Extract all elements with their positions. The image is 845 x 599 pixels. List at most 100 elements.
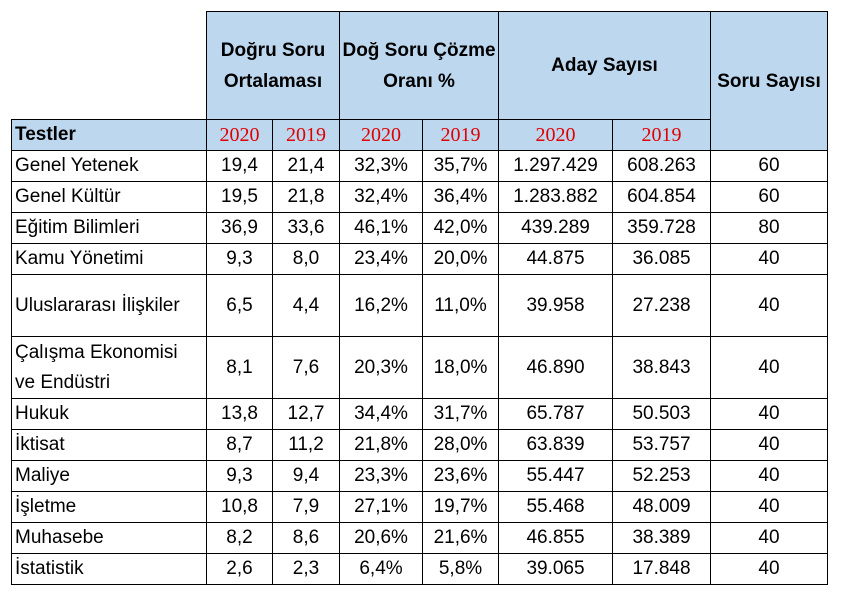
ortalama-2020-cell: 9,3 xyxy=(206,460,273,492)
oran-2019-cell: 21,6% xyxy=(422,522,499,554)
oran-2019-cell: 18,0% xyxy=(422,336,499,399)
soru-sayisi-cell: 40 xyxy=(710,491,828,523)
aday-2019-cell: 48.009 xyxy=(612,491,711,523)
ortalama-2020-cell: 6,5 xyxy=(206,274,273,337)
test-name-cell: Genel Kültür xyxy=(11,181,207,213)
table-row: Genel Yetenek 19,4 21,4 32,3% 35,7% 1.297.429… xyxy=(11,150,828,182)
header-testler: Testler xyxy=(11,119,207,151)
test-name-cell: Eğitim Bilimleri xyxy=(11,212,207,244)
aday-2019-cell: 53.757 xyxy=(612,429,711,461)
oran-2020-cell: 23,3% xyxy=(339,460,423,492)
aday-2020-cell: 44.875 xyxy=(498,243,613,275)
soru-sayisi-cell: 40 xyxy=(710,553,828,585)
ortalama-2020-cell: 8,7 xyxy=(206,429,273,461)
ortalama-2019-cell: 8,0 xyxy=(272,243,340,275)
table-row: İktisat 8,7 11,2 21,8% 28,0% 63.839 53.757 40 xyxy=(11,429,828,461)
aday-2020-cell: 65.787 xyxy=(498,398,613,430)
test-name-cell: Genel Yetenek xyxy=(11,150,207,182)
ortalama-2019-cell: 11,2 xyxy=(272,429,340,461)
oran-2020-cell: 20,6% xyxy=(339,522,423,554)
table-row: Genel Kültür 19,5 21,8 32,4% 36,4% 1.283.882 6… xyxy=(11,181,828,213)
ortalama-2020-cell: 10,8 xyxy=(206,491,273,523)
table-row: İşletme 10,8 7,9 27,1% 19,7% 55.468 48.009 40 xyxy=(11,491,828,523)
oran-2019-cell: 42,0% xyxy=(422,212,499,244)
oran-2019-cell: 23,6% xyxy=(422,460,499,492)
header-row-titles: Doğru Soru Ortalaması Doğ Soru Çözme Ora… xyxy=(11,11,828,151)
table-row: Hukuk 13,8 12,7 34,4% 31,7% 65.787 50.503 40 xyxy=(11,398,828,430)
aday-2019-cell: 17.848 xyxy=(612,553,711,585)
soru-sayisi-cell: 40 xyxy=(710,398,828,430)
aday-2020-cell: 439.289 xyxy=(498,212,613,244)
soru-sayisi-cell: 60 xyxy=(710,150,828,182)
aday-2020-cell: 46.890 xyxy=(498,336,613,399)
aday-2019-cell: 38.389 xyxy=(612,522,711,554)
test-name-cell: İktisat xyxy=(11,429,207,461)
aday-2020-cell: 55.468 xyxy=(498,491,613,523)
aday-2020-cell: 55.447 xyxy=(498,460,613,492)
soru-sayisi-cell: 40 xyxy=(710,336,828,399)
year-label: 2020 xyxy=(206,119,273,151)
ortalama-2019-cell: 4,4 xyxy=(272,274,340,337)
soru-sayisi-cell: 40 xyxy=(710,274,828,337)
ortalama-2020-cell: 9,3 xyxy=(206,243,273,275)
aday-2019-cell: 604.854 xyxy=(612,181,711,213)
year-label: 2019 xyxy=(612,119,711,151)
aday-2019-cell: 608.263 xyxy=(612,150,711,182)
ortalama-2020-cell: 19,5 xyxy=(206,181,273,213)
table-row: Kamu Yönetimi 9,3 8,0 23,4% 20,0% 44.875 36.08… xyxy=(11,243,828,275)
ortalama-2019-cell: 21,8 xyxy=(272,181,340,213)
ortalama-2019-cell: 33,6 xyxy=(272,212,340,244)
soru-sayisi-cell: 40 xyxy=(710,243,828,275)
test-name-cell: Hukuk xyxy=(11,398,207,430)
aday-2019-cell: 50.503 xyxy=(612,398,711,430)
oran-2020-cell: 27,1% xyxy=(339,491,423,523)
oran-2020-cell: 20,3% xyxy=(339,336,423,399)
ortalama-2020-cell: 36,9 xyxy=(206,212,273,244)
oran-2019-cell: 36,4% xyxy=(422,181,499,213)
ortalama-2019-cell: 21,4 xyxy=(272,150,340,182)
aday-2020-cell: 39.065 xyxy=(498,553,613,585)
soru-sayisi-cell: 40 xyxy=(710,429,828,461)
table-row: Muhasebe 8,2 8,6 20,6% 21,6% 46.855 38.389 40 xyxy=(11,522,828,554)
table-row: Çalışma Ekonomisi ve Endüstri 8,1 7,6 20,3%… xyxy=(11,336,828,399)
test-name-cell: İstatistik xyxy=(11,553,207,585)
header-dog-soru-cozme-orani: Doğ Soru Çözme Oranı % xyxy=(339,11,499,120)
ortalama-2019-cell: 7,9 xyxy=(272,491,340,523)
year-label: 2019 xyxy=(272,119,340,151)
year-label: 2020 xyxy=(339,119,423,151)
aday-2020-cell: 39.958 xyxy=(498,274,613,337)
table-row: İstatistik 2,6 2,3 6,4% 5,8% 39.065 17.848 40 xyxy=(11,553,828,585)
table-body: Doğru Soru Ortalaması Doğ Soru Çözme Ora… xyxy=(11,11,828,585)
corner-blank-cell xyxy=(11,11,207,120)
aday-2020-cell: 46.855 xyxy=(498,522,613,554)
oran-2020-cell: 32,4% xyxy=(339,181,423,213)
soru-sayisi-cell: 80 xyxy=(710,212,828,244)
year-label: 2019 xyxy=(422,119,499,151)
header-row-years: Testler 2020 2019 2020 2019 2020 2019 xyxy=(11,119,828,151)
exam-statistics-table: Doğru Soru Ortalaması Doğ Soru Çözme Ora… xyxy=(11,11,828,585)
test-name-cell: Çalışma Ekonomisi ve Endüstri xyxy=(11,336,207,399)
ortalama-2019-cell: 9,4 xyxy=(272,460,340,492)
oran-2019-cell: 28,0% xyxy=(422,429,499,461)
soru-sayisi-cell: 40 xyxy=(710,460,828,492)
oran-2019-cell: 5,8% xyxy=(422,553,499,585)
aday-2020-cell: 1.283.882 xyxy=(498,181,613,213)
ortalama-2020-cell: 2,6 xyxy=(206,553,273,585)
aday-2019-cell: 359.728 xyxy=(612,212,711,244)
soru-sayisi-cell: 40 xyxy=(710,522,828,554)
soru-sayisi-cell: 60 xyxy=(710,181,828,213)
ortalama-2020-cell: 19,4 xyxy=(206,150,273,182)
test-name-cell: Uluslararası İlişkiler xyxy=(11,274,207,337)
ortalama-2020-cell: 8,1 xyxy=(206,336,273,399)
ortalama-2020-cell: 13,8 xyxy=(206,398,273,430)
year-label: 2020 xyxy=(498,119,613,151)
aday-2020-cell: 63.839 xyxy=(498,429,613,461)
header-aday-sayisi: Aday Sayısı xyxy=(498,11,711,120)
oran-2020-cell: 23,4% xyxy=(339,243,423,275)
aday-2019-cell: 52.253 xyxy=(612,460,711,492)
oran-2020-cell: 21,8% xyxy=(339,429,423,461)
header-soru-sayisi: Soru Sayısı xyxy=(710,11,828,151)
aday-2019-cell: 27.238 xyxy=(612,274,711,337)
table-row: Uluslararası İlişkiler 6,5 4,4 16,2% 11,0% 39… xyxy=(11,274,828,337)
ortalama-2020-cell: 8,2 xyxy=(206,522,273,554)
